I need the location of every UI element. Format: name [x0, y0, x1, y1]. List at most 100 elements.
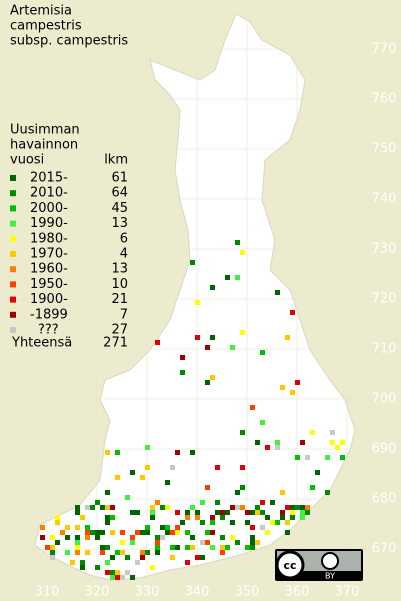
total-count: 271 [103, 336, 128, 351]
observation-square [330, 430, 335, 435]
legend-label: 2000- [30, 201, 68, 216]
observation-square [200, 520, 205, 525]
observation-square [80, 565, 85, 570]
observation-square [150, 515, 155, 520]
observation-square [145, 530, 150, 535]
observation-square [160, 535, 165, 540]
observation-square [115, 550, 120, 555]
observation-square [235, 505, 240, 510]
observation-square [280, 510, 285, 515]
observation-square [65, 525, 70, 530]
legend-count: 45 [111, 201, 128, 216]
observation-square [180, 520, 185, 525]
observation-square [85, 535, 90, 540]
observation-square [205, 380, 210, 385]
legend-header: havainnon [10, 138, 78, 153]
x-grid-label: 340 [185, 585, 210, 600]
observation-square [240, 485, 245, 490]
observation-square [260, 500, 265, 505]
observation-square [290, 515, 295, 520]
observation-square [170, 545, 175, 550]
observation-square [210, 335, 215, 340]
legend-swatch [10, 190, 16, 197]
observation-square [215, 510, 220, 515]
observation-square [295, 380, 300, 385]
x-grid-label: 350 [235, 585, 260, 600]
observation-square [270, 500, 275, 505]
observation-square [295, 505, 300, 510]
observation-square [250, 535, 255, 540]
observation-square [175, 510, 180, 515]
observation-square [110, 530, 115, 535]
legend-count: 21 [111, 292, 128, 307]
observation-square [275, 440, 280, 445]
cc-text: cc [283, 559, 296, 572]
observation-square [205, 485, 210, 490]
observation-square [255, 540, 260, 545]
observation-square [220, 510, 225, 515]
observation-square [220, 515, 225, 520]
observation-square [195, 555, 200, 560]
observation-square [120, 575, 125, 580]
observation-square [155, 540, 160, 545]
observation-square [130, 575, 135, 580]
legend-swatch [10, 235, 16, 242]
by-text: BY [325, 572, 335, 581]
observation-square [240, 505, 245, 510]
observation-square [305, 455, 310, 460]
observation-square [335, 445, 340, 450]
observation-square [160, 525, 165, 530]
observation-square [290, 505, 295, 510]
observation-square [55, 515, 60, 520]
observation-square [250, 540, 255, 545]
observation-square [285, 520, 290, 525]
legend-swatch [10, 220, 16, 227]
observation-square [330, 440, 335, 445]
observation-square [50, 555, 55, 560]
observation-square [290, 310, 295, 315]
observation-square [65, 535, 70, 540]
observation-square [155, 545, 160, 550]
observation-square [185, 515, 190, 520]
observation-square [95, 535, 100, 540]
observation-square [285, 530, 290, 535]
legend-swatch [10, 281, 16, 288]
observation-square [280, 490, 285, 495]
legend-swatch [10, 205, 16, 212]
observation-square [190, 260, 195, 265]
observation-square [190, 535, 195, 540]
observation-square [255, 510, 260, 515]
observation-square [235, 490, 240, 495]
observation-square [50, 550, 55, 555]
legend-label: ??? [38, 323, 59, 338]
observation-square [105, 560, 110, 565]
y-grid-label: 680 [372, 492, 397, 507]
observation-square [95, 500, 100, 505]
observation-square [55, 540, 60, 545]
observation-square [195, 335, 200, 340]
observation-square [140, 555, 145, 560]
observation-square [290, 510, 295, 515]
cc-icon [275, 550, 305, 580]
observation-square [145, 445, 150, 450]
observation-square [50, 535, 55, 540]
legend-label: 1970- [30, 247, 68, 262]
observation-square [135, 560, 140, 565]
y-grid-label: 700 [372, 392, 397, 407]
observation-square [175, 450, 180, 455]
x-grid-label: 320 [85, 585, 110, 600]
y-grid-label: 760 [372, 92, 397, 107]
observation-square [260, 525, 265, 530]
observation-square [200, 500, 205, 505]
observation-square [130, 470, 135, 475]
observation-square [295, 455, 300, 460]
observation-square [305, 510, 310, 515]
observation-square [100, 550, 105, 555]
observation-square [310, 485, 315, 490]
legend-count: 13 [111, 262, 128, 277]
observation-square [195, 510, 200, 515]
observation-square [195, 515, 200, 520]
observation-square [80, 560, 85, 565]
observation-square [85, 525, 90, 530]
legend-header: Uusimman [10, 123, 80, 138]
